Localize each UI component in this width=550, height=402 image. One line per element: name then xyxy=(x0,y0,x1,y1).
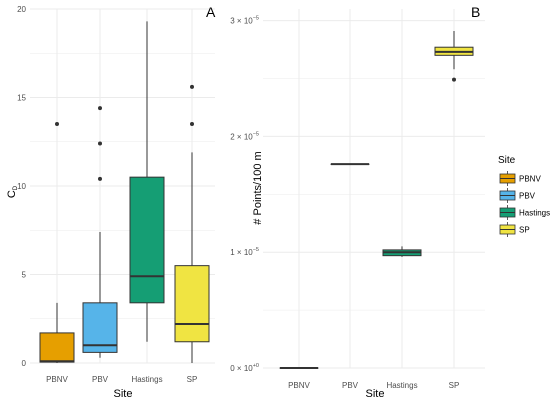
x-tick-label-pbnv: PBNV xyxy=(288,381,310,390)
y-tick-label-exp: −5 xyxy=(253,16,259,22)
x-ticks-b: PBNV PBV Hastings SP xyxy=(288,381,459,390)
outlier-point xyxy=(98,141,102,146)
panel-label-a: A xyxy=(206,4,216,20)
y-tick-label: 20 xyxy=(17,5,26,14)
y-tick-label-exp: −5 xyxy=(253,247,259,253)
box-pbv xyxy=(82,106,118,358)
legend-label-pbnv: PBNV xyxy=(519,175,541,184)
outlier-point xyxy=(55,122,59,127)
box-body xyxy=(174,265,210,343)
box-sp xyxy=(174,84,210,363)
x-tick-label-hastings: Hastings xyxy=(131,375,162,384)
x-tick-label-sp: SP xyxy=(187,375,198,384)
legend-label-sp: SP xyxy=(519,226,530,235)
box-body xyxy=(39,332,75,363)
y-axis-title-a-sub: D xyxy=(13,185,19,190)
y-ticks-a: 0 5 10 15 20 xyxy=(17,5,26,368)
y-tick-label-exp: +0 xyxy=(253,363,259,369)
legend-item-sp: SP xyxy=(499,222,530,237)
box-hastings xyxy=(129,21,165,342)
y-axis-title-a: CD xyxy=(6,185,19,198)
grid-b xyxy=(263,9,485,369)
y-tick-label: 2 × 10−5 xyxy=(230,131,259,141)
x-tick-label-pbv: PBV xyxy=(342,381,359,390)
box-hastings xyxy=(382,246,422,257)
x-tick-label-pbv: PBV xyxy=(92,375,109,384)
box-pbnv xyxy=(39,122,75,363)
x-axis-title-b: Site xyxy=(366,388,385,400)
panel-a: 0 5 10 15 20 PBNV PBV Hastings SP A Site CD xyxy=(6,4,216,400)
outlier-point xyxy=(452,77,456,82)
x-ticks-a: PBNV PBV Hastings SP xyxy=(46,375,197,384)
y-tick-label: 0 xyxy=(22,359,27,368)
y-tick-label: 0 × 10+0 xyxy=(230,363,259,373)
legend-label-hastings: Hastings xyxy=(519,209,550,218)
y-tick-label-base: 2 × 10 xyxy=(230,132,253,141)
box-sp xyxy=(434,31,474,82)
panel-b: 0 × 10+01 × 10−52 × 10−53 × 10−5 PBNV PBV… xyxy=(230,4,485,400)
box-body xyxy=(82,302,118,353)
box-body xyxy=(129,176,165,304)
legend-title: Site xyxy=(498,155,516,166)
y-tick-label: 3 × 10−5 xyxy=(230,16,259,26)
panel-label-b: B xyxy=(471,4,480,20)
legend-item-pbv: PBV xyxy=(499,188,536,203)
legend-label-pbv: PBV xyxy=(519,192,536,201)
y-tick-label: 15 xyxy=(17,94,26,103)
legend-item-hastings: Hastings xyxy=(499,205,550,220)
y-tick-label-base: 0 × 10 xyxy=(230,364,253,373)
y-tick-label: 5 xyxy=(22,271,27,280)
outlier-point xyxy=(98,106,102,111)
boxes-a xyxy=(39,21,210,363)
y-tick-label: 10 xyxy=(17,182,26,191)
y-axis-title-a-main: C xyxy=(6,190,18,198)
y-tick-label-base: 1 × 10 xyxy=(230,248,253,257)
y-axis-title-b: # Points/100 m xyxy=(252,151,264,224)
outlier-point xyxy=(98,176,102,181)
x-tick-label-hastings: Hastings xyxy=(386,381,417,390)
x-tick-label-pbnv: PBNV xyxy=(46,375,68,384)
legend-item-pbnv: PBNV xyxy=(499,171,541,186)
y-tick-label-base: 3 × 10 xyxy=(230,17,253,26)
y-tick-label: 1 × 10−5 xyxy=(230,247,259,257)
outlier-point xyxy=(190,84,194,89)
outlier-point xyxy=(190,122,194,127)
y-tick-label-exp: −5 xyxy=(253,131,259,137)
legend-items: PBNV PBV Hastings SP xyxy=(499,171,550,237)
boxes-b xyxy=(279,31,474,369)
legend: Site PBNV PBV Hastings SP xyxy=(498,155,550,237)
y-ticks-b: 0 × 10+01 × 10−52 × 10−53 × 10−5 xyxy=(230,16,259,373)
x-axis-title-a: Site xyxy=(114,388,133,400)
x-tick-label-sp: SP xyxy=(449,381,460,390)
